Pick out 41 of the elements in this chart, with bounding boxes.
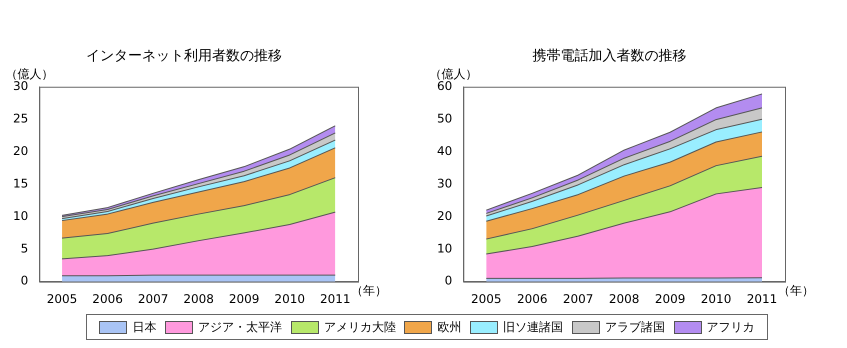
x-tick-label: 2009 xyxy=(228,292,260,306)
x-tick-label: 2010 xyxy=(274,292,305,306)
y-axis-title: （億人） xyxy=(5,66,54,81)
legend-label: アジア・太平洋 xyxy=(198,318,282,336)
chart-title: インターネット利用者数の推移 xyxy=(86,48,282,64)
y-tick-label: 40 xyxy=(436,144,452,158)
y-tick-label: 50 xyxy=(436,111,452,126)
y-axis-title: （億人） xyxy=(429,66,478,81)
x-axis-title: （年） xyxy=(778,284,814,298)
legend-label: 欧州 xyxy=(437,318,462,336)
legend-label: アフリカ xyxy=(706,318,755,336)
y-tick-label: 10 xyxy=(436,241,452,256)
x-tick-label: 2006 xyxy=(516,292,548,306)
y-tick-label: 30 xyxy=(436,176,452,190)
x-tick-label: 2008 xyxy=(183,292,214,306)
x-tick-label: 2005 xyxy=(470,292,502,306)
y-tick-label: 20 xyxy=(12,144,28,158)
legend-label: 旧ソ連諸国 xyxy=(503,318,564,336)
y-tick-label: 5 xyxy=(20,241,28,256)
y-tick-label: 10 xyxy=(12,208,28,223)
y-tick-label: 0 xyxy=(444,274,452,288)
x-tick-label: 2007 xyxy=(562,292,594,306)
x-tick-label: 2010 xyxy=(700,292,732,306)
legend-label: アラブ諸国 xyxy=(604,318,665,336)
y-tick-label: 30 xyxy=(12,78,28,93)
x-tick-label: 2007 xyxy=(138,292,168,306)
y-tick-label: 60 xyxy=(436,78,452,93)
x-axis-title: （年） xyxy=(351,284,388,298)
y-tick-label: 20 xyxy=(436,208,452,223)
x-tick-label: 2006 xyxy=(92,292,123,306)
y-tick-label: 15 xyxy=(12,176,28,190)
x-tick-label: 2008 xyxy=(608,292,640,306)
x-tick-label: 2011 xyxy=(320,292,351,306)
x-tick-label: 2011 xyxy=(746,292,778,306)
legend-label: アメリカ大陸 xyxy=(324,318,396,336)
x-tick-label: 2005 xyxy=(46,292,78,306)
legend-label: 日本 xyxy=(132,318,156,336)
x-tick-label: 2009 xyxy=(654,292,686,306)
chart-title: 携帯電話加入者数の推移 xyxy=(532,48,686,64)
y-tick-label: 0 xyxy=(20,274,28,288)
y-tick-label: 25 xyxy=(12,111,28,126)
